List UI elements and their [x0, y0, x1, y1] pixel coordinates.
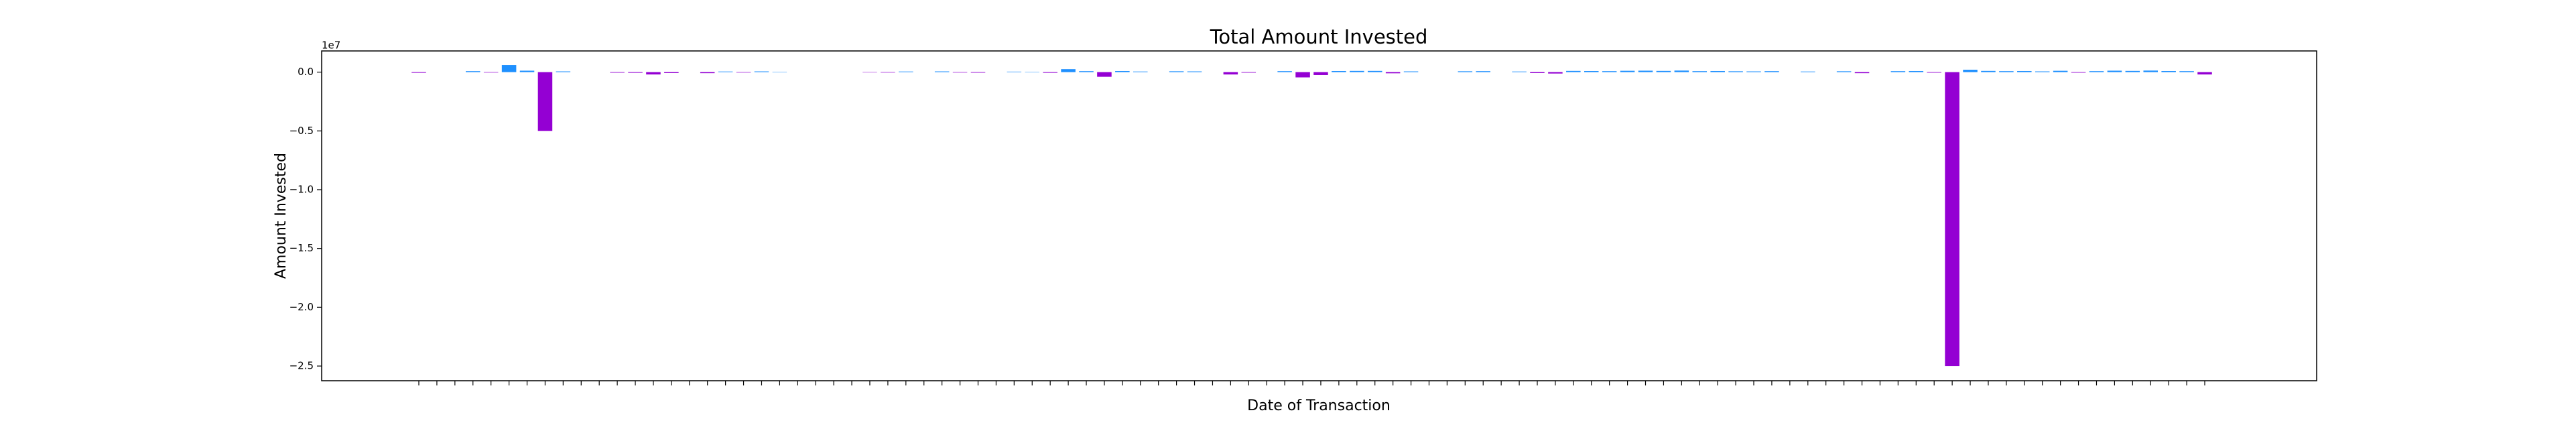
bar [411, 72, 426, 73]
y-axis-label: Amount Invested [273, 153, 289, 279]
bar [501, 65, 517, 72]
bar [483, 72, 499, 73]
bar [1999, 71, 2014, 72]
bar [1367, 70, 1382, 72]
bar [1602, 71, 1617, 72]
bar [1638, 70, 1653, 72]
y-tick-label: 0.0 [298, 66, 314, 78]
bar [1764, 71, 1779, 72]
x-axis-label: Date of Transaction [1247, 397, 1391, 414]
bar [1584, 70, 1599, 72]
bar [1620, 70, 1635, 72]
y-tick-label: −0.5 [289, 125, 314, 137]
bar [1043, 72, 1057, 73]
bar [537, 72, 553, 131]
y-tick-label: −1.0 [289, 183, 314, 195]
y-tick-label: −2.5 [289, 360, 314, 372]
y-offset-label: 1e7 [322, 40, 340, 52]
bar [2197, 72, 2212, 75]
bar [2179, 71, 2194, 72]
bar [1313, 72, 1328, 75]
bar [1981, 70, 1996, 72]
bar [1350, 70, 1364, 72]
bar [1295, 72, 1310, 78]
y-tick-label: −2.0 [289, 301, 314, 313]
bar [1710, 70, 1725, 72]
axes-frame [321, 50, 2317, 381]
bar [1674, 70, 1689, 72]
bar [862, 72, 877, 73]
bar [1277, 71, 1292, 72]
bar [1854, 72, 1870, 74]
bar [1927, 72, 1941, 73]
bar [1945, 72, 1959, 367]
bar [1458, 71, 1473, 72]
bar [2143, 70, 2159, 72]
bar [1692, 71, 1708, 72]
bar [646, 72, 661, 75]
bar [2161, 70, 2176, 72]
plot-area: 0.0 −0.5 −1.0 −1.5 −2.0 −2.5 [289, 65, 2212, 385]
bar [664, 72, 679, 73]
bar [2053, 70, 2068, 72]
bar [881, 72, 895, 73]
bar [700, 72, 715, 74]
bar [519, 70, 535, 72]
bar [2107, 70, 2122, 72]
bar [610, 72, 625, 73]
bar [1169, 71, 1184, 72]
bar [1656, 70, 1671, 72]
bar [1385, 72, 1401, 74]
bar [1836, 71, 1852, 72]
bar [736, 72, 751, 73]
bar [1728, 71, 1743, 72]
bar [1963, 70, 1978, 72]
bar [1223, 72, 1238, 75]
bar [1115, 70, 1130, 72]
bar [1061, 69, 1076, 72]
bar [1097, 72, 1112, 77]
chart-title: Total Amount Invested [1210, 25, 1428, 48]
bar [1476, 71, 1490, 72]
y-tick-label: −1.5 [289, 242, 314, 254]
bar [2071, 72, 2086, 73]
bar [1530, 72, 1545, 73]
bar [1909, 70, 1924, 72]
bar [1332, 70, 1346, 72]
bar [952, 72, 968, 73]
bar [1241, 72, 1257, 73]
bar [628, 72, 643, 73]
bar [1890, 71, 1906, 72]
bar [1566, 70, 1581, 72]
bar [970, 72, 986, 73]
bar [1079, 71, 1094, 72]
bar [2089, 71, 2104, 72]
bar [2125, 70, 2140, 72]
bar [2017, 70, 2032, 72]
bar [465, 71, 480, 72]
bar [1548, 72, 1563, 74]
